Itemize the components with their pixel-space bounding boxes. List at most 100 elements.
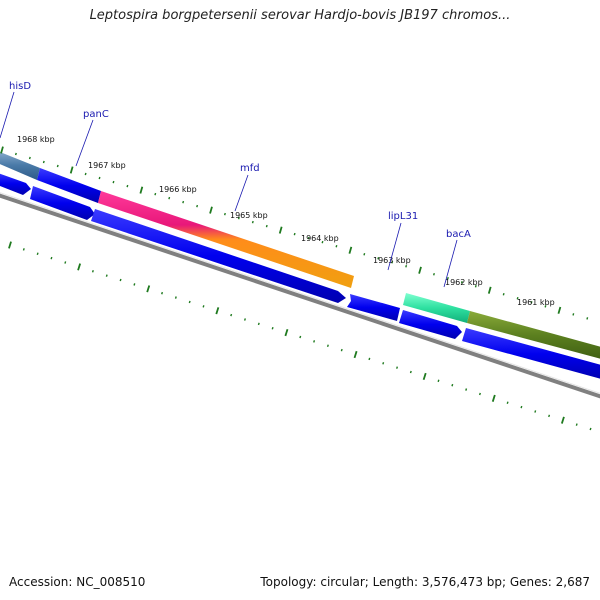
- minor-tick: [98, 176, 101, 180]
- cds-arrow[interactable]: [0, 172, 31, 195]
- minor-tick: [572, 313, 575, 316]
- major-tick: [348, 246, 353, 254]
- minor-tick: [265, 224, 268, 228]
- minor-tick: [84, 172, 87, 176]
- kbp-label: 1964 kbp: [301, 234, 339, 243]
- kbp-label: 1962 kbp: [445, 278, 483, 287]
- minor-tick: [174, 296, 177, 299]
- minor-tick: [161, 291, 164, 295]
- major-tick: [422, 372, 427, 381]
- leader-mfd: [234, 174, 249, 212]
- minor-tick: [64, 261, 67, 264]
- feature-olive[interactable]: [467, 311, 600, 360]
- major-tick: [146, 285, 151, 293]
- backbone-highlight: [0, 192, 600, 394]
- major-tick: [139, 186, 144, 194]
- cds-arrow[interactable]: [91, 209, 346, 303]
- minor-tick: [14, 152, 17, 156]
- minor-tick: [105, 274, 108, 277]
- minor-tick: [293, 232, 296, 236]
- kbp-label: 1966 kbp: [159, 185, 197, 194]
- leader-panC: [75, 119, 94, 167]
- minor-tick: [391, 260, 394, 264]
- minor-tick: [126, 184, 129, 188]
- minor-tick: [182, 200, 185, 204]
- cds-arrow[interactable]: [399, 310, 462, 339]
- gene-label-hisD[interactable]: hisD: [9, 81, 31, 92]
- major-tick: [0, 146, 4, 154]
- minor-tick: [36, 252, 39, 256]
- tick-track-inner: [8, 241, 592, 431]
- minor-tick: [534, 410, 537, 413]
- major-tick: [418, 266, 422, 274]
- map-title: Leptospira borgpetersenii serovar Hardjo…: [89, 8, 511, 23]
- cds-arrow[interactable]: [462, 328, 600, 380]
- minor-tick: [516, 297, 519, 300]
- minor-tick: [520, 405, 523, 409]
- major-tick: [487, 286, 492, 294]
- minor-tick: [437, 379, 440, 383]
- minor-tick: [202, 305, 205, 308]
- major-tick: [557, 306, 562, 314]
- minor-tick: [119, 278, 122, 282]
- minor-tick: [230, 313, 233, 317]
- gene-label-lipL31[interactable]: lipL31: [388, 211, 418, 222]
- minor-tick: [460, 281, 463, 284]
- minor-tick: [112, 180, 115, 184]
- minor-tick: [188, 300, 191, 304]
- major-tick: [8, 241, 12, 249]
- kbp-label: 1961 kbp: [517, 298, 555, 307]
- minor-tick: [530, 301, 533, 304]
- minor-tick: [382, 362, 385, 365]
- major-tick: [209, 206, 213, 214]
- kbp-label: 1967 kbp: [88, 161, 126, 170]
- minor-tick: [368, 357, 371, 361]
- minor-tick: [56, 164, 59, 168]
- minor-tick: [433, 272, 435, 276]
- minor-tick: [91, 270, 94, 273]
- minor-tick: [363, 252, 366, 256]
- major-tick: [77, 263, 82, 271]
- minor-tick: [409, 370, 412, 374]
- gene-label-bacA[interactable]: bacA: [446, 229, 471, 240]
- minor-tick: [168, 196, 171, 200]
- minor-tick: [340, 348, 343, 352]
- feature-hisD[interactable]: [0, 150, 40, 180]
- minor-tick: [335, 244, 338, 248]
- minor-tick: [42, 160, 45, 164]
- kbp-label: 1965 kbp: [230, 211, 268, 220]
- minor-tick: [133, 283, 136, 286]
- minor-tick: [237, 216, 240, 220]
- minor-tick: [474, 285, 477, 288]
- major-tick: [69, 166, 74, 174]
- leader-hisD: [0, 91, 15, 139]
- minor-tick: [396, 366, 399, 369]
- feature-panC[interactable]: [37, 168, 101, 203]
- minor-tick: [321, 240, 324, 244]
- cds-arrow[interactable]: [30, 186, 95, 220]
- minor-tick: [271, 326, 274, 330]
- minor-tick: [446, 277, 449, 280]
- accession-text: Accession: NC_008510: [9, 575, 146, 589]
- backbone-line: [0, 193, 600, 399]
- minor-tick: [50, 256, 53, 260]
- major-tick: [491, 394, 496, 402]
- minor-tick: [478, 392, 481, 396]
- feature-mfd[interactable]: [98, 191, 354, 288]
- feature-bacA[interactable]: [403, 293, 470, 323]
- major-tick: [284, 329, 289, 337]
- feature-lipL31[interactable]: [347, 294, 400, 321]
- gene-label-mfd[interactable]: mfd: [240, 163, 260, 174]
- minor-tick: [465, 388, 468, 391]
- leader-bacA: [443, 239, 458, 288]
- minor-tick: [28, 156, 31, 160]
- minor-tick: [506, 401, 509, 404]
- minor-tick: [589, 427, 592, 431]
- gene-label-panC[interactable]: panC: [83, 109, 109, 120]
- minor-tick: [586, 317, 589, 320]
- major-tick: [215, 307, 220, 315]
- minor-tick: [575, 423, 578, 426]
- major-tick: [353, 350, 358, 359]
- minor-tick: [299, 335, 302, 339]
